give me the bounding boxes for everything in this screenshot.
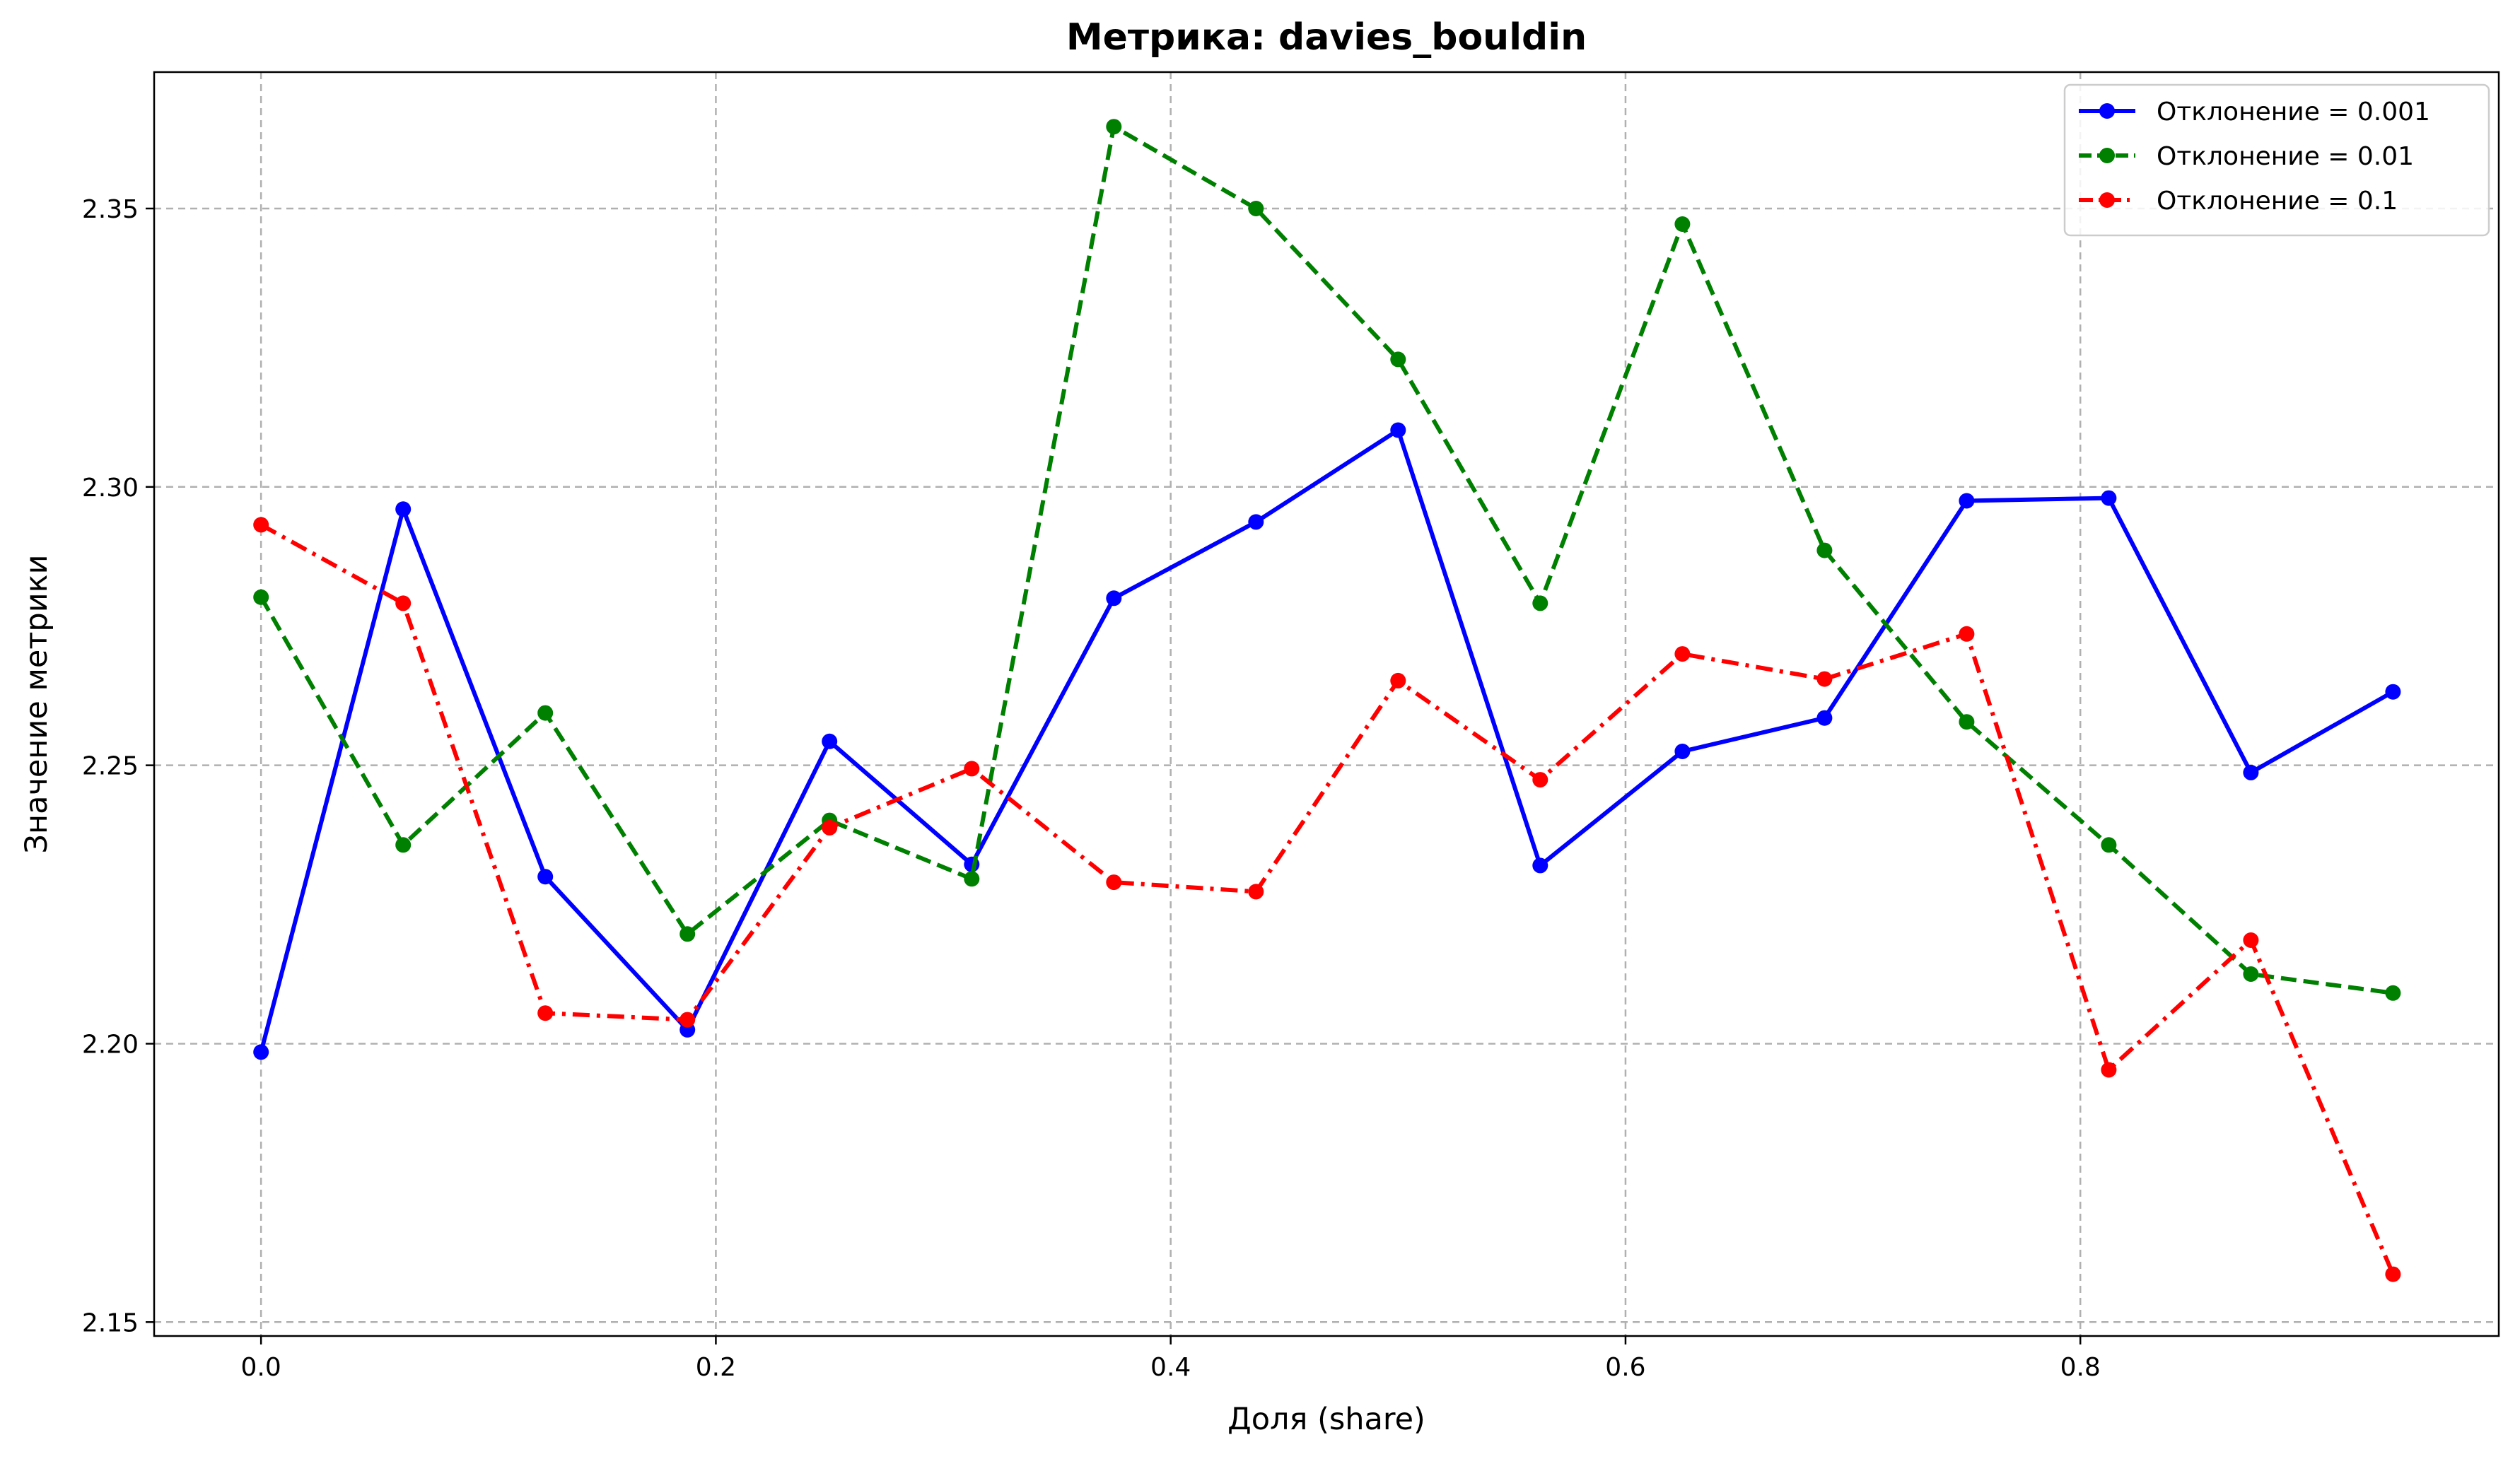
data-point — [1532, 595, 1548, 611]
series-3 — [253, 517, 2401, 1282]
legend-marker — [2099, 192, 2115, 208]
legend-label: Отклонение = 0.1 — [2157, 187, 2398, 216]
data-point — [964, 871, 980, 887]
data-point — [2243, 764, 2259, 780]
series-line — [259, 124, 2393, 995]
data-point — [1816, 542, 1833, 558]
legend-box — [2063, 83, 2490, 237]
data-point — [395, 837, 412, 853]
data-point — [2385, 684, 2401, 700]
data-point — [2101, 1062, 2117, 1078]
data-point — [1959, 714, 1975, 730]
data-point — [537, 705, 554, 721]
data-point — [1816, 710, 1833, 726]
legend-label: Отклонение = 0.01 — [2157, 142, 2414, 171]
data-point — [395, 501, 412, 517]
data-point — [822, 733, 838, 749]
data-point — [964, 761, 980, 777]
data-point — [2101, 490, 2117, 506]
y-tick-label: 2.25 — [82, 752, 139, 781]
data-point — [1532, 772, 1548, 788]
data-point — [1106, 874, 1122, 891]
data-point — [1532, 857, 1548, 874]
y-tick-label: 2.20 — [82, 1030, 139, 1059]
plot-area-frame — [153, 71, 2500, 1337]
data-point — [1959, 626, 1975, 642]
data-point — [2385, 1266, 2401, 1282]
series-1 — [253, 422, 2401, 1060]
data-point — [537, 1005, 554, 1021]
data-point — [1390, 422, 1406, 438]
legend-label: Отклонение = 0.001 — [2157, 98, 2430, 127]
data-point — [1816, 671, 1833, 687]
data-point — [1390, 672, 1406, 689]
data-point — [679, 926, 696, 942]
data-point — [1106, 590, 1122, 607]
x-axis-label: Доля (share) — [1227, 1402, 1425, 1437]
x-tick-label: 0.6 — [1605, 1353, 1645, 1382]
axis-ticks: 0.0 0.2 0.4 0.6 0.8 2.15 2.20 2.25 2.30 2.35 — [82, 195, 2101, 1382]
data-point — [1390, 351, 1406, 368]
legend-marker — [2099, 103, 2115, 119]
data-point — [1248, 884, 1264, 900]
data-point — [2101, 837, 2117, 853]
y-tick-label: 2.35 — [82, 195, 139, 224]
data-point — [1248, 201, 1264, 216]
data-point — [1248, 514, 1264, 530]
x-tick-label: 0.4 — [1150, 1353, 1191, 1382]
data-point — [1674, 646, 1691, 662]
data-point — [253, 517, 269, 533]
data-point — [1106, 119, 1122, 135]
chart-title: Метрика: davies_bouldin — [1066, 16, 1587, 59]
y-axis-label: Значение метрики — [19, 554, 54, 853]
data-point — [1959, 493, 1975, 509]
data-point — [253, 589, 269, 605]
data-point — [253, 1044, 269, 1060]
data-point — [822, 819, 838, 836]
data-point — [1674, 216, 1691, 232]
data-point — [2243, 932, 2259, 948]
x-tick-label: 0.0 — [241, 1353, 281, 1382]
legend: Отклонение = 0.001 Отклонение = 0.01 Откло… — [2063, 83, 2490, 237]
series-line — [259, 522, 2396, 1275]
x-tick-label: 0.2 — [696, 1353, 736, 1382]
y-tick-label: 2.30 — [82, 474, 139, 503]
y-tick-label: 2.15 — [82, 1308, 139, 1337]
series-group — [253, 119, 2401, 1282]
data-point — [679, 1012, 696, 1028]
data-point — [537, 869, 554, 885]
legend-marker — [2099, 148, 2115, 163]
x-tick-label: 0.8 — [2060, 1353, 2101, 1382]
data-point — [395, 595, 412, 611]
data-point — [1674, 744, 1691, 759]
data-point — [2243, 966, 2259, 982]
series-line — [259, 428, 2394, 1053]
data-point — [2385, 985, 2401, 1001]
